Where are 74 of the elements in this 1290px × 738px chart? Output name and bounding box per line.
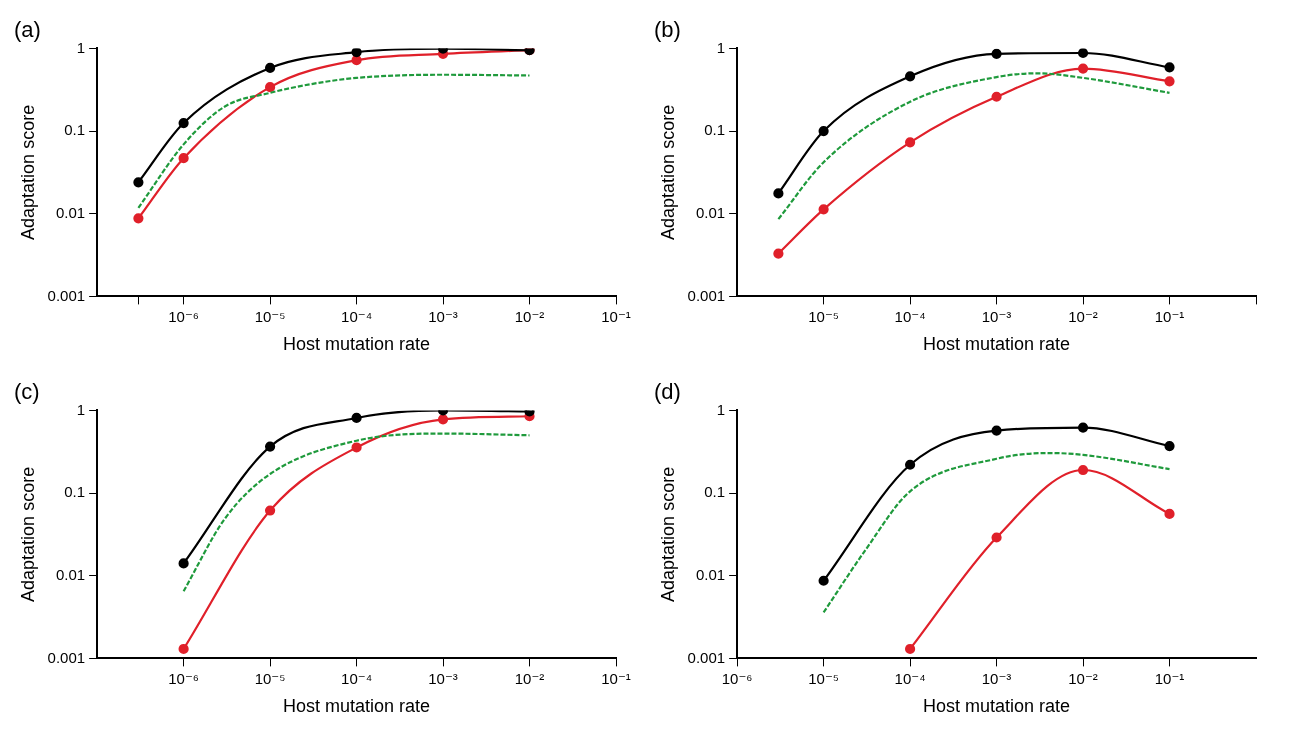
chart-title: (d)	[654, 379, 681, 405]
x-tick-label: 10⁻⁶	[168, 669, 199, 687]
point	[178, 153, 189, 164]
point	[351, 442, 362, 453]
y-tick-label: 0.001	[687, 286, 726, 304]
y-tick-label: 0.1	[64, 121, 86, 139]
point	[1077, 48, 1089, 59]
y-axis-title: Adaptation score	[17, 104, 38, 240]
chart-title: (b)	[654, 17, 681, 43]
point	[904, 137, 916, 148]
y-axis-title: Adaptation score	[17, 466, 38, 602]
point	[818, 204, 829, 215]
y-tick-label: 0.1	[64, 483, 86, 501]
x-tick-label: 10⁻⁴	[894, 307, 926, 325]
chart-title: (a)	[14, 17, 41, 43]
y-tick-label: 0.01	[695, 565, 726, 583]
x-tick-label: 10⁻²	[1068, 669, 1098, 687]
y-tick-label: 0.1	[704, 121, 726, 139]
x-tick-label: 10⁻⁴	[341, 307, 373, 325]
point	[1164, 76, 1175, 87]
point	[264, 82, 276, 93]
point	[264, 62, 276, 74]
x-tick-label: 10⁻⁶	[168, 307, 199, 325]
x-tick-label: 10⁻¹	[601, 669, 631, 687]
point	[264, 505, 276, 516]
y-axis-title: Adaptation score	[657, 104, 678, 240]
x-tick-label: 10⁻²	[514, 669, 545, 687]
x-axis-title: Host mutation rate	[283, 696, 431, 717]
point	[264, 441, 276, 452]
point	[818, 125, 829, 137]
point	[904, 71, 916, 82]
point	[1164, 62, 1175, 73]
point	[991, 91, 1002, 102]
x-tick-label: 10⁻³	[428, 669, 458, 687]
y-tick-label: 1	[716, 400, 726, 418]
x-tick-label: 10⁻³	[981, 307, 1012, 325]
x-tick-label: 10⁻⁴	[894, 669, 926, 687]
x-tick-label: 10⁻³	[981, 669, 1012, 687]
point	[351, 55, 362, 66]
y-tick-label: 0.01	[695, 203, 726, 221]
y-tick-label: 0.01	[55, 565, 86, 583]
x-tick-label: 10⁻⁵	[808, 307, 840, 325]
x-tick-label: 10⁻¹	[1154, 307, 1185, 325]
x-tick-label: 10⁻¹	[1154, 669, 1185, 687]
x-tick-label: 10⁻¹	[601, 307, 631, 325]
chart-title: (c)	[14, 379, 40, 405]
point	[351, 412, 362, 424]
y-tick-label: 0.001	[47, 286, 86, 304]
x-tick-label: 10⁻⁵	[254, 307, 286, 325]
y-tick-label: 0.001	[687, 648, 726, 666]
x-tick-label: 10⁻⁶	[721, 669, 753, 687]
x-tick-label: 10⁻²	[1068, 307, 1098, 325]
point	[178, 558, 189, 569]
x-axis-title: Host mutation rate	[923, 334, 1071, 355]
x-tick-label: 10⁻⁴	[341, 669, 373, 687]
point	[437, 414, 449, 425]
y-tick-label: 0.01	[55, 203, 86, 221]
point	[351, 48, 362, 58]
y-tick-label: 1	[76, 38, 86, 56]
point	[178, 117, 189, 129]
y-tick-label: 0.001	[47, 648, 86, 666]
x-axis-title: Host mutation rate	[283, 334, 431, 355]
x-tick-label: 10⁻³	[428, 307, 458, 325]
x-axis-title: Host mutation rate	[923, 696, 1071, 717]
y-tick-label: 0.1	[704, 483, 726, 501]
x-tick-label: 10⁻⁵	[808, 669, 840, 687]
point	[1077, 63, 1089, 74]
y-tick-label: 1	[716, 38, 726, 56]
x-tick-label: 10⁻⁵	[254, 669, 286, 687]
y-tick-label: 1	[76, 400, 86, 418]
y-axis-title: Adaptation score	[657, 466, 678, 602]
point	[991, 48, 1002, 59]
x-tick-label: 10⁻²	[514, 307, 545, 325]
point	[178, 643, 189, 655]
